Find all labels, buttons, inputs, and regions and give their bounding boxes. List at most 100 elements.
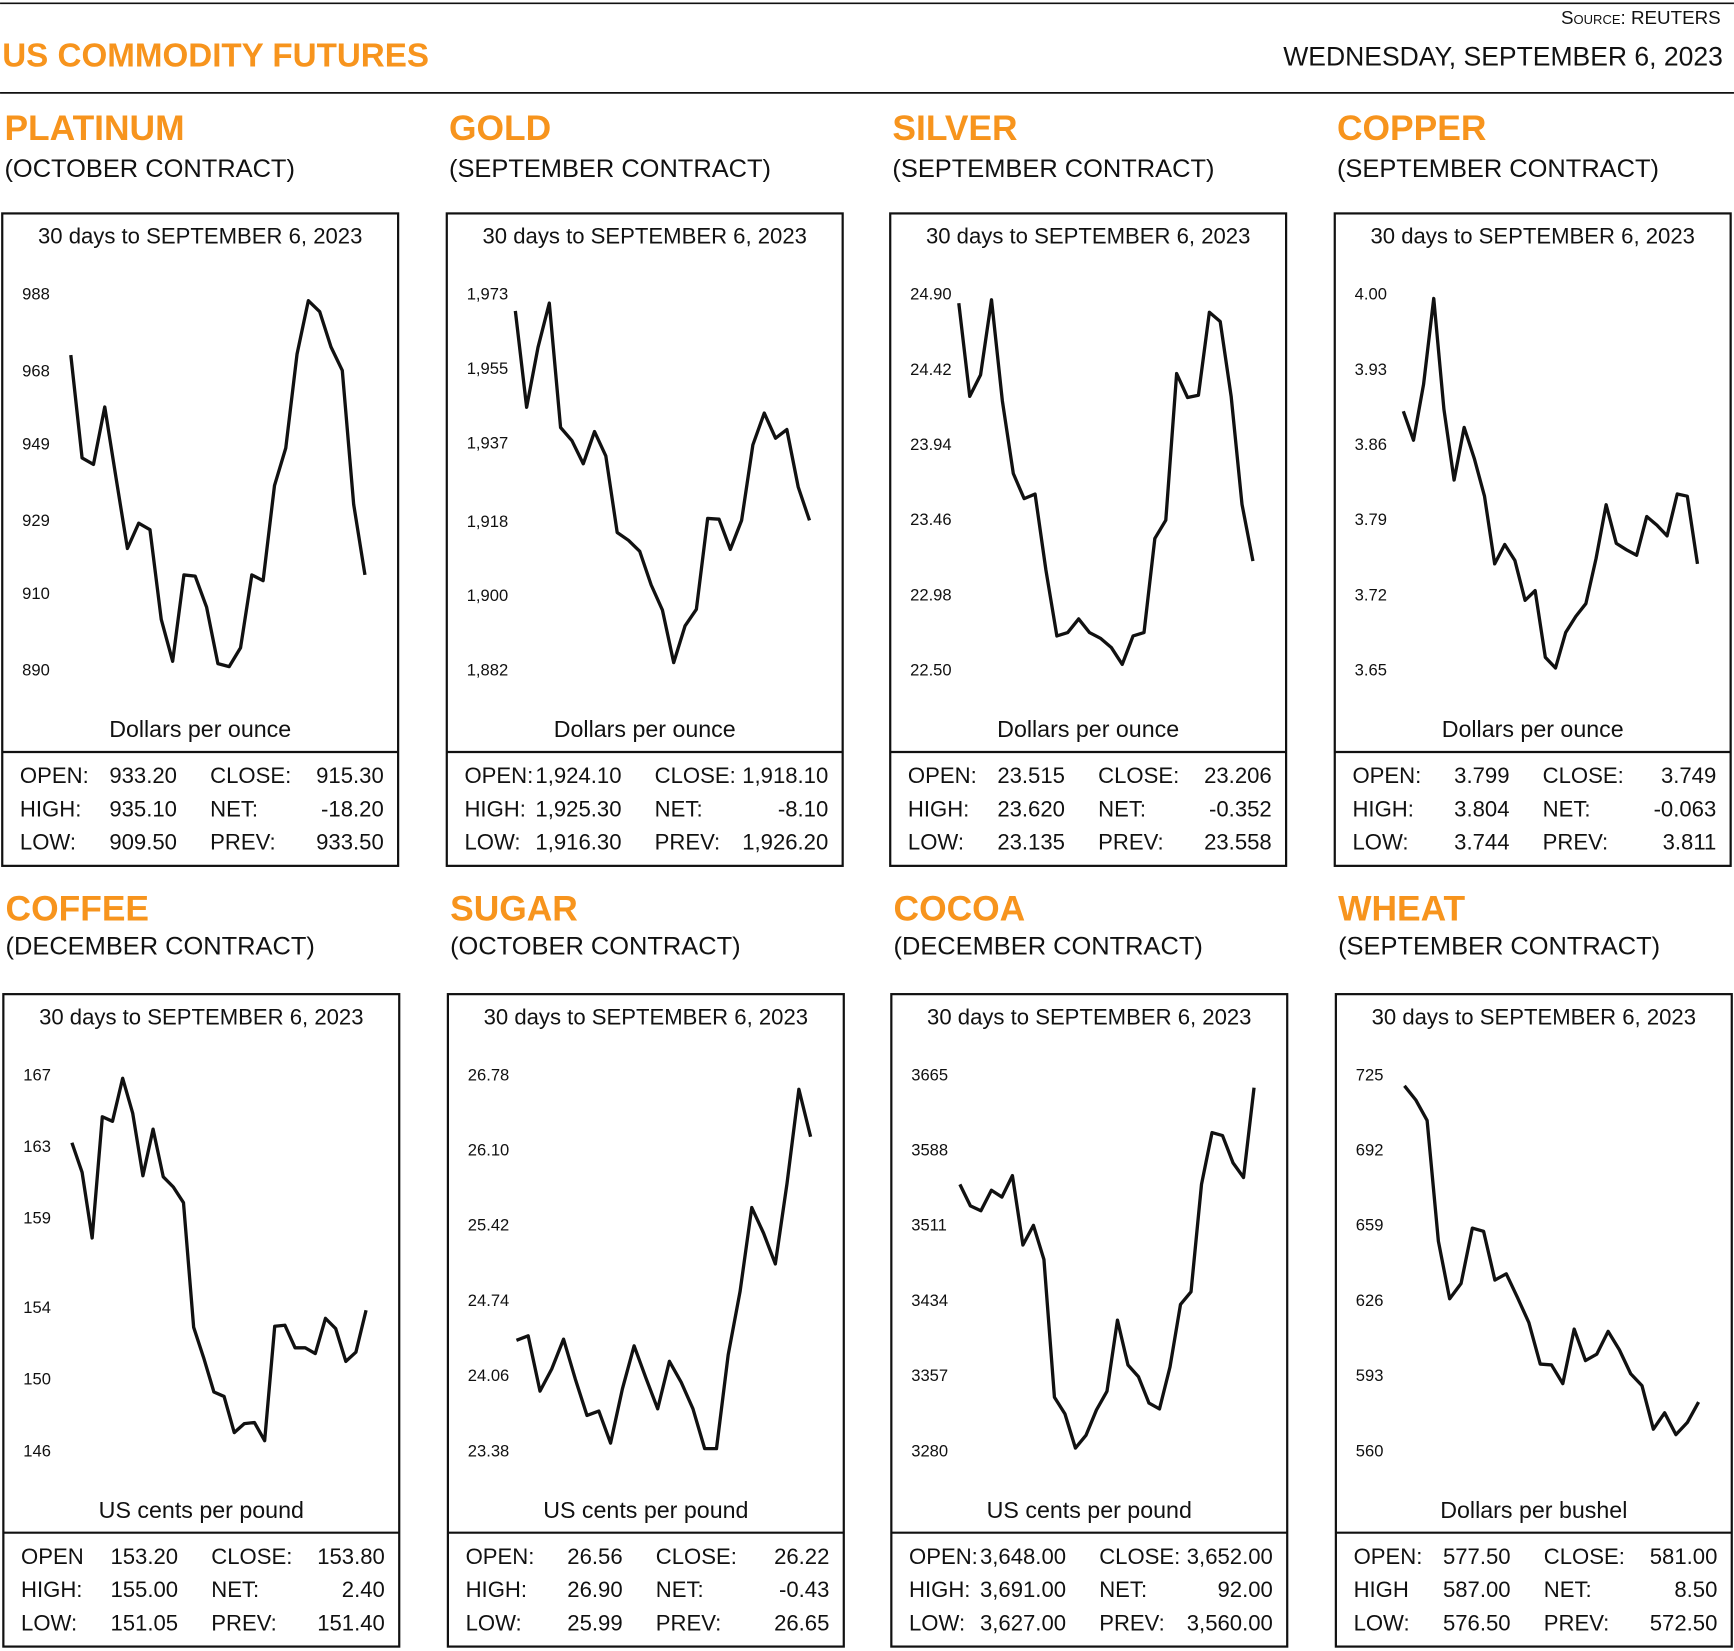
- stat-value: 1,918.10: [742, 763, 828, 788]
- y-tick-label: 4.00: [1355, 285, 1387, 304]
- y-tick-label: 3588: [911, 1141, 948, 1160]
- stat-label: CLOSE:: [1543, 763, 1624, 788]
- stat-value: 3.799: [1454, 763, 1509, 788]
- stat-value: 8.50: [1674, 1577, 1717, 1602]
- price-line: [1403, 1084, 1701, 1437]
- stat-label: NET:: [1544, 1577, 1592, 1602]
- stat-value: 155.00: [110, 1577, 178, 1602]
- y-tick-label: 1,900: [467, 586, 509, 605]
- commodity-name: COFFEE: [6, 890, 149, 929]
- stat-label: HIGH:: [466, 1577, 527, 1602]
- y-tick-label: 23.94: [910, 435, 952, 454]
- stat-value: 23.135: [997, 830, 1065, 855]
- page-title: US COMMODITY FUTURES: [2, 37, 429, 74]
- y-tick-label: 968: [22, 361, 50, 380]
- y-tick-label: 26.78: [468, 1065, 510, 1084]
- y-axis-unit: US cents per pound: [99, 1497, 304, 1523]
- stat-label: NET:: [656, 1577, 704, 1602]
- contract: (SEPTEMBER CONTRACT): [892, 155, 1214, 183]
- stat-label: PREV:: [1099, 1610, 1165, 1635]
- stat-value: -8.10: [778, 796, 828, 821]
- contract: (DECEMBER CONTRACT): [894, 932, 1203, 960]
- stat-label: CLOSE:: [1098, 763, 1179, 788]
- stat-value: 933.50: [316, 830, 384, 855]
- panel-frame: [1334, 993, 1733, 1648]
- stat-label: PREV:: [1098, 830, 1164, 855]
- y-tick-label: 24.74: [468, 1291, 510, 1310]
- stat-label: CLOSE:: [656, 1544, 737, 1569]
- stat-value: 23.206: [1204, 763, 1272, 788]
- stat-value: 2.40: [342, 1577, 385, 1602]
- stat-label: LOW:: [21, 1610, 77, 1635]
- stat-label: LOW:: [466, 1610, 522, 1635]
- price-line: [513, 301, 812, 665]
- stat-label: NET:: [1099, 1577, 1147, 1602]
- y-axis-unit: Dollars per ounce: [1442, 716, 1624, 742]
- stat-label: LOW:: [908, 830, 964, 855]
- y-tick-label: 154: [23, 1298, 51, 1317]
- y-tick-label: 163: [23, 1137, 51, 1156]
- y-tick-label: 3.93: [1355, 360, 1387, 379]
- y-tick-label: 3.65: [1355, 661, 1387, 680]
- y-tick-label: 890: [22, 661, 50, 680]
- y-tick-label: 25.42: [468, 1216, 510, 1235]
- stat-value: 1,926.20: [742, 830, 828, 855]
- commodity-name: SILVER: [892, 109, 1017, 148]
- stat-label: CLOSE:: [1544, 1544, 1625, 1569]
- y-tick-label: 692: [1356, 1141, 1384, 1160]
- stat-value: 3,652.00: [1187, 1544, 1273, 1569]
- stat-value: 26.22: [774, 1544, 829, 1569]
- chart-title: 30 days to SEPTEMBER 6, 2023: [1370, 224, 1694, 249]
- y-tick-label: 725: [1356, 1065, 1384, 1084]
- y-tick-label: 150: [23, 1370, 51, 1389]
- panel-frame: [1, 212, 400, 867]
- y-tick-label: 626: [1356, 1291, 1384, 1310]
- y-axis-unit: Dollars per ounce: [997, 716, 1179, 742]
- stat-label: LOW:: [1354, 1610, 1410, 1635]
- stat-value: 3,627.00: [980, 1610, 1066, 1635]
- price-line: [957, 298, 1255, 667]
- stat-label: NET:: [211, 1577, 259, 1602]
- stat-value: -0.063: [1654, 796, 1717, 821]
- stat-label: NET:: [655, 796, 703, 821]
- commodity-name: COCOA: [894, 890, 1026, 929]
- contract: (DECEMBER CONTRACT): [6, 932, 315, 960]
- stat-value: 587.00: [1443, 1577, 1511, 1602]
- stat-label: CLOSE:: [211, 1544, 292, 1569]
- stat-value: 576.50: [1443, 1610, 1511, 1635]
- y-tick-label: 24.42: [910, 360, 952, 379]
- stat-value: 26.90: [567, 1577, 622, 1602]
- y-tick-label: 23.46: [910, 510, 952, 529]
- stat-value: 577.50: [1443, 1544, 1511, 1569]
- stat-value: 909.50: [109, 830, 177, 855]
- stat-value: 151.05: [110, 1610, 178, 1635]
- stat-label: PREV:: [1544, 1610, 1610, 1635]
- chart-title: 30 days to SEPTEMBER 6, 2023: [927, 1004, 1251, 1029]
- stat-value: 933.20: [109, 763, 177, 788]
- stat-label: LOW:: [1352, 830, 1408, 855]
- stat-label: NET:: [210, 796, 258, 821]
- stat-label: HIGH:: [464, 796, 525, 821]
- stat-value: -0.352: [1209, 796, 1272, 821]
- y-tick-label: 659: [1356, 1216, 1384, 1235]
- chart-title: 30 days to SEPTEMBER 6, 2023: [38, 224, 362, 249]
- stat-label: LOW:: [464, 830, 520, 855]
- stat-label: OPEN:: [908, 763, 977, 788]
- y-tick-label: 22.98: [910, 585, 952, 604]
- y-tick-label: 3511: [911, 1216, 947, 1235]
- y-tick-label: 159: [23, 1209, 51, 1228]
- stat-value: 1,916.30: [535, 830, 621, 855]
- stat-value: 3,560.00: [1187, 1610, 1273, 1635]
- y-tick-label: 26.10: [468, 1141, 510, 1160]
- stat-value: 3.744: [1454, 830, 1509, 855]
- stat-value: 23.620: [997, 796, 1065, 821]
- y-tick-label: 1,882: [467, 661, 509, 680]
- stat-value: 3,648.00: [980, 1544, 1066, 1569]
- y-tick-label: 3.79: [1355, 510, 1387, 529]
- stat-value: 3.811: [1663, 830, 1717, 855]
- y-tick-label: 22.50: [910, 661, 952, 680]
- contract: (SEPTEMBER CONTRACT): [1338, 932, 1660, 960]
- stat-value: 915.30: [316, 763, 384, 788]
- y-tick-label: 560: [1356, 1441, 1384, 1460]
- stat-label: NET:: [1543, 796, 1591, 821]
